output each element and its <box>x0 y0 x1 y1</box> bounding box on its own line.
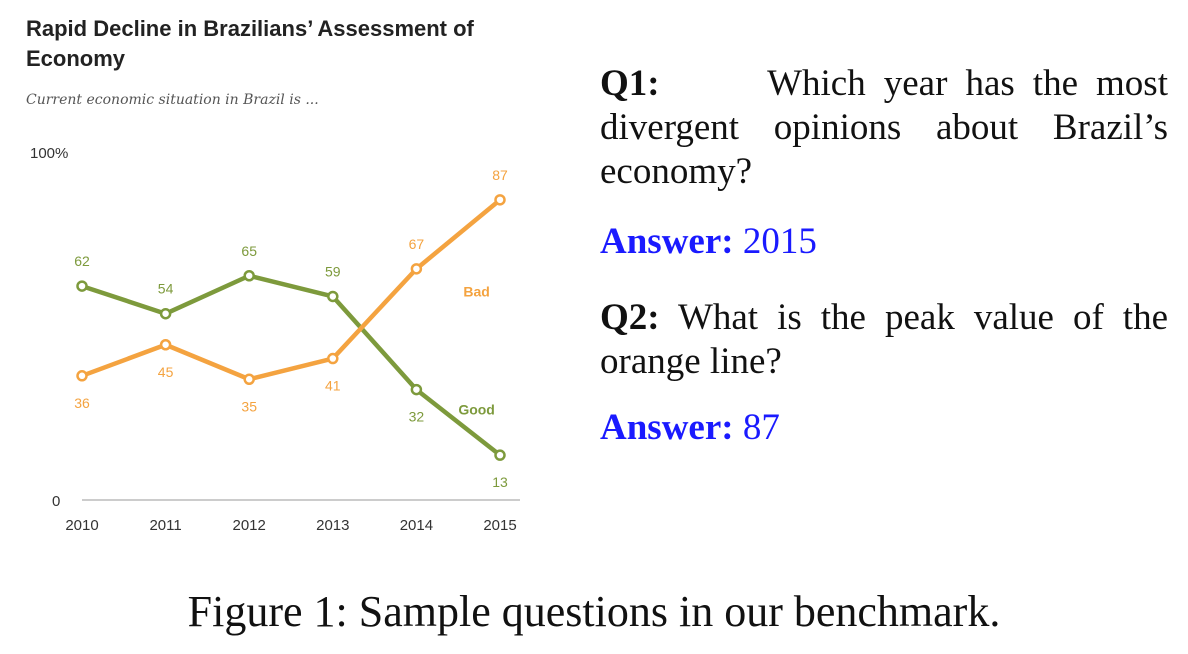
data-label: 32 <box>409 409 425 425</box>
answer-1: Answer: 2015 <box>600 220 817 263</box>
answer-2: Answer: 87 <box>600 406 780 449</box>
x-tick-label: 2011 <box>149 517 181 534</box>
data-label: 41 <box>325 378 341 394</box>
y-tick-max: 100% <box>30 145 68 162</box>
question-2-text: What is the peak value of the orange lin… <box>600 297 1168 382</box>
chart-plot-area: 2010 2011 2012 2013 2014 2015 62 54 65 59 32 13 36 45… <box>65 167 516 534</box>
x-tick-label: 2014 <box>400 517 433 534</box>
data-label: 54 <box>158 281 174 297</box>
series-name-good: Good <box>458 401 495 417</box>
series-name-bad: Bad <box>463 283 489 299</box>
data-point <box>327 352 339 365</box>
question-1-label: Q1: <box>600 63 660 104</box>
answer-2-label: Answer: <box>600 407 734 448</box>
data-point <box>494 194 506 206</box>
data-point <box>243 270 255 282</box>
figure-caption: Figure 1: Sample questions in our benchm… <box>187 587 1001 636</box>
data-label: 67 <box>409 236 425 252</box>
data-label: 87 <box>492 167 508 183</box>
data-point <box>76 370 88 382</box>
data-label: 45 <box>158 364 174 380</box>
data-point <box>159 339 172 351</box>
x-tick-label: 2012 <box>233 517 266 534</box>
chart-title: Rapid Decline in Brazilians’ Assessment … <box>26 16 474 71</box>
question-2: Q2: What is the peak value of the orange… <box>600 296 1168 384</box>
series-line-good <box>81 273 502 457</box>
data-label: 59 <box>325 263 341 279</box>
series-line-bad <box>81 198 502 382</box>
data-point <box>327 290 339 303</box>
data-label: 65 <box>241 243 257 259</box>
answer-1-label: Answer: <box>600 221 734 262</box>
line-chart: 100% 0 2010 2011 2012 2013 2014 2015 62 54 65 59 3… <box>30 145 520 534</box>
data-label: 13 <box>492 474 508 490</box>
question-2-label: Q2: <box>600 297 660 338</box>
data-point <box>76 280 88 292</box>
data-point <box>494 449 506 461</box>
question-1-text: Which year has the most divergent opinio… <box>600 63 1168 192</box>
x-tick-label: 2010 <box>65 517 98 534</box>
data-point <box>410 263 423 275</box>
question-1: Q1: Which year has the most divergent op… <box>600 62 1168 194</box>
data-point <box>243 373 255 385</box>
answer-2-text: 87 <box>742 407 780 448</box>
data-label: 36 <box>74 395 90 411</box>
x-tick-label: 2013 <box>316 517 349 534</box>
x-tick-label: 2015 <box>483 517 516 534</box>
data-point <box>410 383 423 396</box>
data-label: 62 <box>74 253 90 269</box>
y-tick-zero: 0 <box>52 493 60 510</box>
data-label: 35 <box>241 398 257 414</box>
answer-1-text: 2015 <box>742 221 817 262</box>
chart-subtitle: Current economic situation in Brazil is … <box>26 92 319 108</box>
data-point <box>159 307 172 320</box>
